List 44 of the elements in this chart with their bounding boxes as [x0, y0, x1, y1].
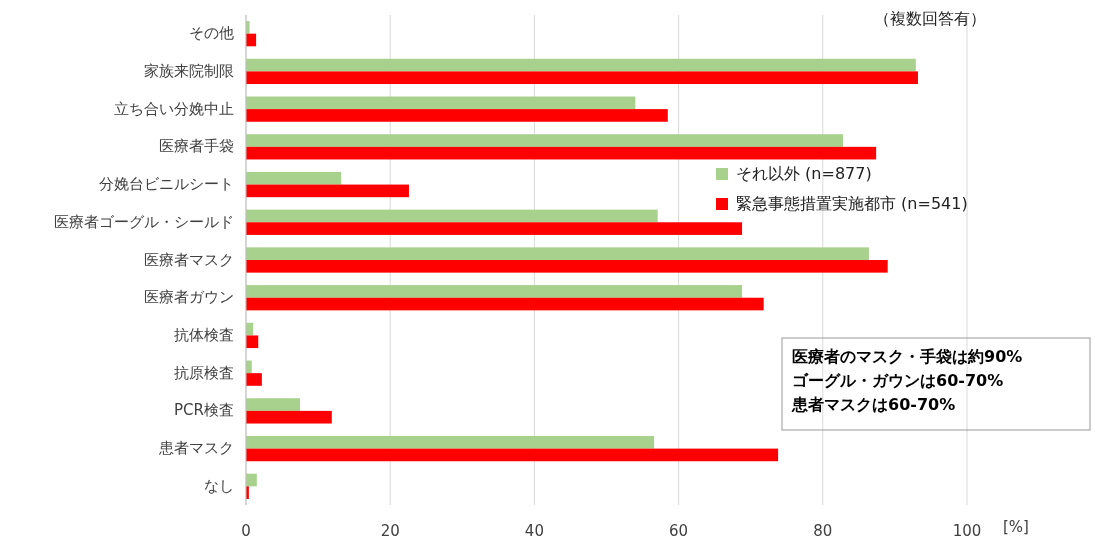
bar: [246, 448, 779, 462]
bar: [246, 109, 668, 122]
legend-label: それ以外 (n=877): [736, 163, 872, 183]
y-tick-label: 患者マスク: [158, 439, 234, 458]
x-tick-label: 80: [813, 522, 833, 540]
y-tick-label: 抗原検査: [174, 363, 234, 382]
bar: [246, 71, 918, 85]
annotation: （複数回答有）: [874, 9, 986, 28]
y-tick-label: 医療者手袋: [159, 137, 234, 156]
x-tick-label: 0: [241, 522, 251, 540]
bar: [246, 146, 877, 160]
y-tick-label: 医療者マスク: [144, 250, 234, 269]
x-tick-label: 100: [952, 522, 982, 540]
y-tick-label: PCR検査: [174, 401, 234, 420]
y-tick-label: なし: [204, 476, 234, 495]
x-tick-label: 20: [380, 522, 400, 540]
bar: [246, 134, 843, 147]
y-tick-label: その他: [189, 24, 234, 43]
bar: [246, 285, 743, 298]
y-tick-label: 分娩台ビニルシート: [99, 175, 234, 194]
x-tick-label: 40: [524, 522, 544, 540]
y-tick-label: 医療者ゴーグル・シールド: [54, 212, 234, 231]
y-tick-label: 抗体検査: [174, 325, 234, 344]
bar: [246, 335, 259, 349]
bar: [246, 171, 342, 185]
bar: [246, 435, 655, 449]
legend-label: 緊急事態措置実施都市 (n=541): [736, 193, 968, 213]
bar: [246, 373, 262, 386]
x-axis-title: [%]: [1003, 518, 1029, 536]
y-tick-label: 家族来院制限: [144, 61, 234, 80]
bar: [246, 398, 301, 411]
x-tick-label: 60: [669, 522, 689, 540]
bar: [246, 58, 916, 72]
bar: [246, 96, 636, 110]
y-tick-label: 立ち合い分娩中止: [114, 99, 234, 118]
bar: [246, 410, 332, 424]
bar: [246, 247, 869, 260]
bar: [246, 184, 409, 198]
bar: [246, 297, 764, 311]
bar: [246, 222, 743, 235]
bar: [246, 209, 658, 223]
y-tick-label: 医療者ガウン: [144, 288, 234, 307]
bar: [246, 260, 888, 273]
annotation: 医療者のマスク・手袋は約90% ゴーグル・ガウンは60-70% 患者マスクは60-70%: [791, 347, 1023, 414]
